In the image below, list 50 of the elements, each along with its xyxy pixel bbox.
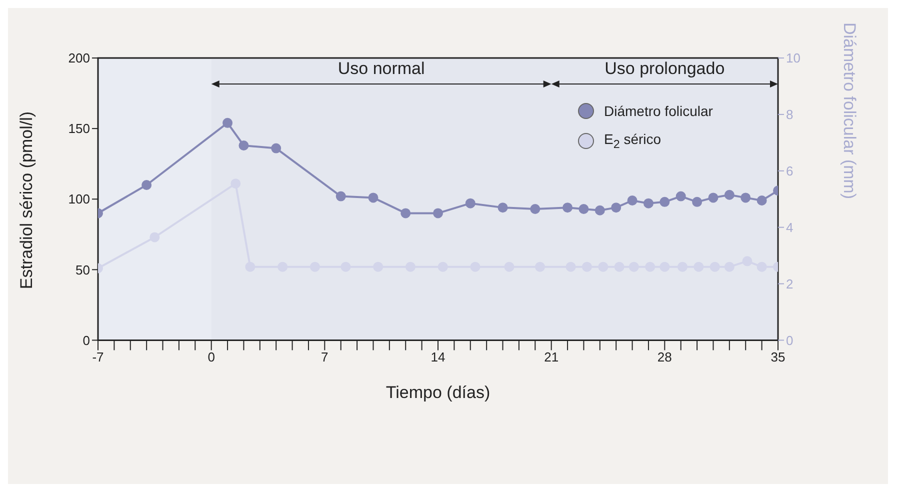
y-tick-label: 50 — [76, 262, 90, 278]
legend-label: Diámetro folicular — [604, 103, 713, 119]
point — [756, 196, 767, 206]
point — [708, 192, 718, 203]
point — [724, 190, 734, 200]
point — [368, 192, 378, 203]
y-tick-label: 0 — [82, 332, 90, 348]
y-axis-title: Estradiol sérico (pmol/l) — [17, 111, 36, 290]
y2-axis-title: Diámetro folicular (mm) — [840, 22, 859, 200]
x-tick-label: 0 — [208, 349, 215, 364]
y2-tick-label: 4 — [786, 220, 794, 235]
x-tick-label: 7 — [321, 349, 328, 364]
x-tick-label: 21 — [544, 349, 559, 364]
legend-label: E$_{2}$ sérico — [604, 131, 662, 151]
point — [692, 196, 702, 207]
x-tick-label: 28 — [657, 349, 672, 364]
point — [562, 202, 573, 213]
y-tick-label: 200 — [68, 50, 90, 66]
x-tick-label: 14 — [430, 349, 446, 364]
y2-tick-label: 8 — [786, 107, 794, 122]
point — [400, 208, 411, 218]
point — [150, 232, 160, 242]
point — [498, 202, 508, 213]
x-tick-label: 35 — [770, 349, 786, 364]
y2-tick-label: 6 — [786, 163, 794, 178]
y-tick-label: 150 — [68, 121, 90, 136]
y2-tick-label: 10 — [786, 50, 800, 66]
point — [627, 196, 638, 206]
point — [611, 202, 622, 213]
point — [238, 140, 249, 150]
point — [222, 118, 233, 128]
point — [643, 198, 654, 208]
x-tick-label: -7 — [92, 349, 104, 364]
band-label: Uso prolongado — [604, 59, 725, 78]
y-tick-label: 100 — [68, 192, 90, 207]
point — [433, 208, 443, 218]
y2-tick-label: 2 — [786, 276, 794, 292]
point — [142, 180, 152, 190]
point — [740, 192, 751, 203]
y2-tick-label: 0 — [786, 332, 794, 348]
point — [465, 198, 476, 208]
point — [676, 191, 686, 202]
x-axis-title: Tiempo (días) — [386, 383, 490, 402]
point — [530, 204, 540, 214]
point — [336, 191, 346, 202]
point — [594, 205, 605, 216]
point — [578, 204, 589, 214]
point — [660, 196, 670, 207]
point — [271, 143, 282, 154]
band-label: Uso normal — [338, 59, 425, 78]
